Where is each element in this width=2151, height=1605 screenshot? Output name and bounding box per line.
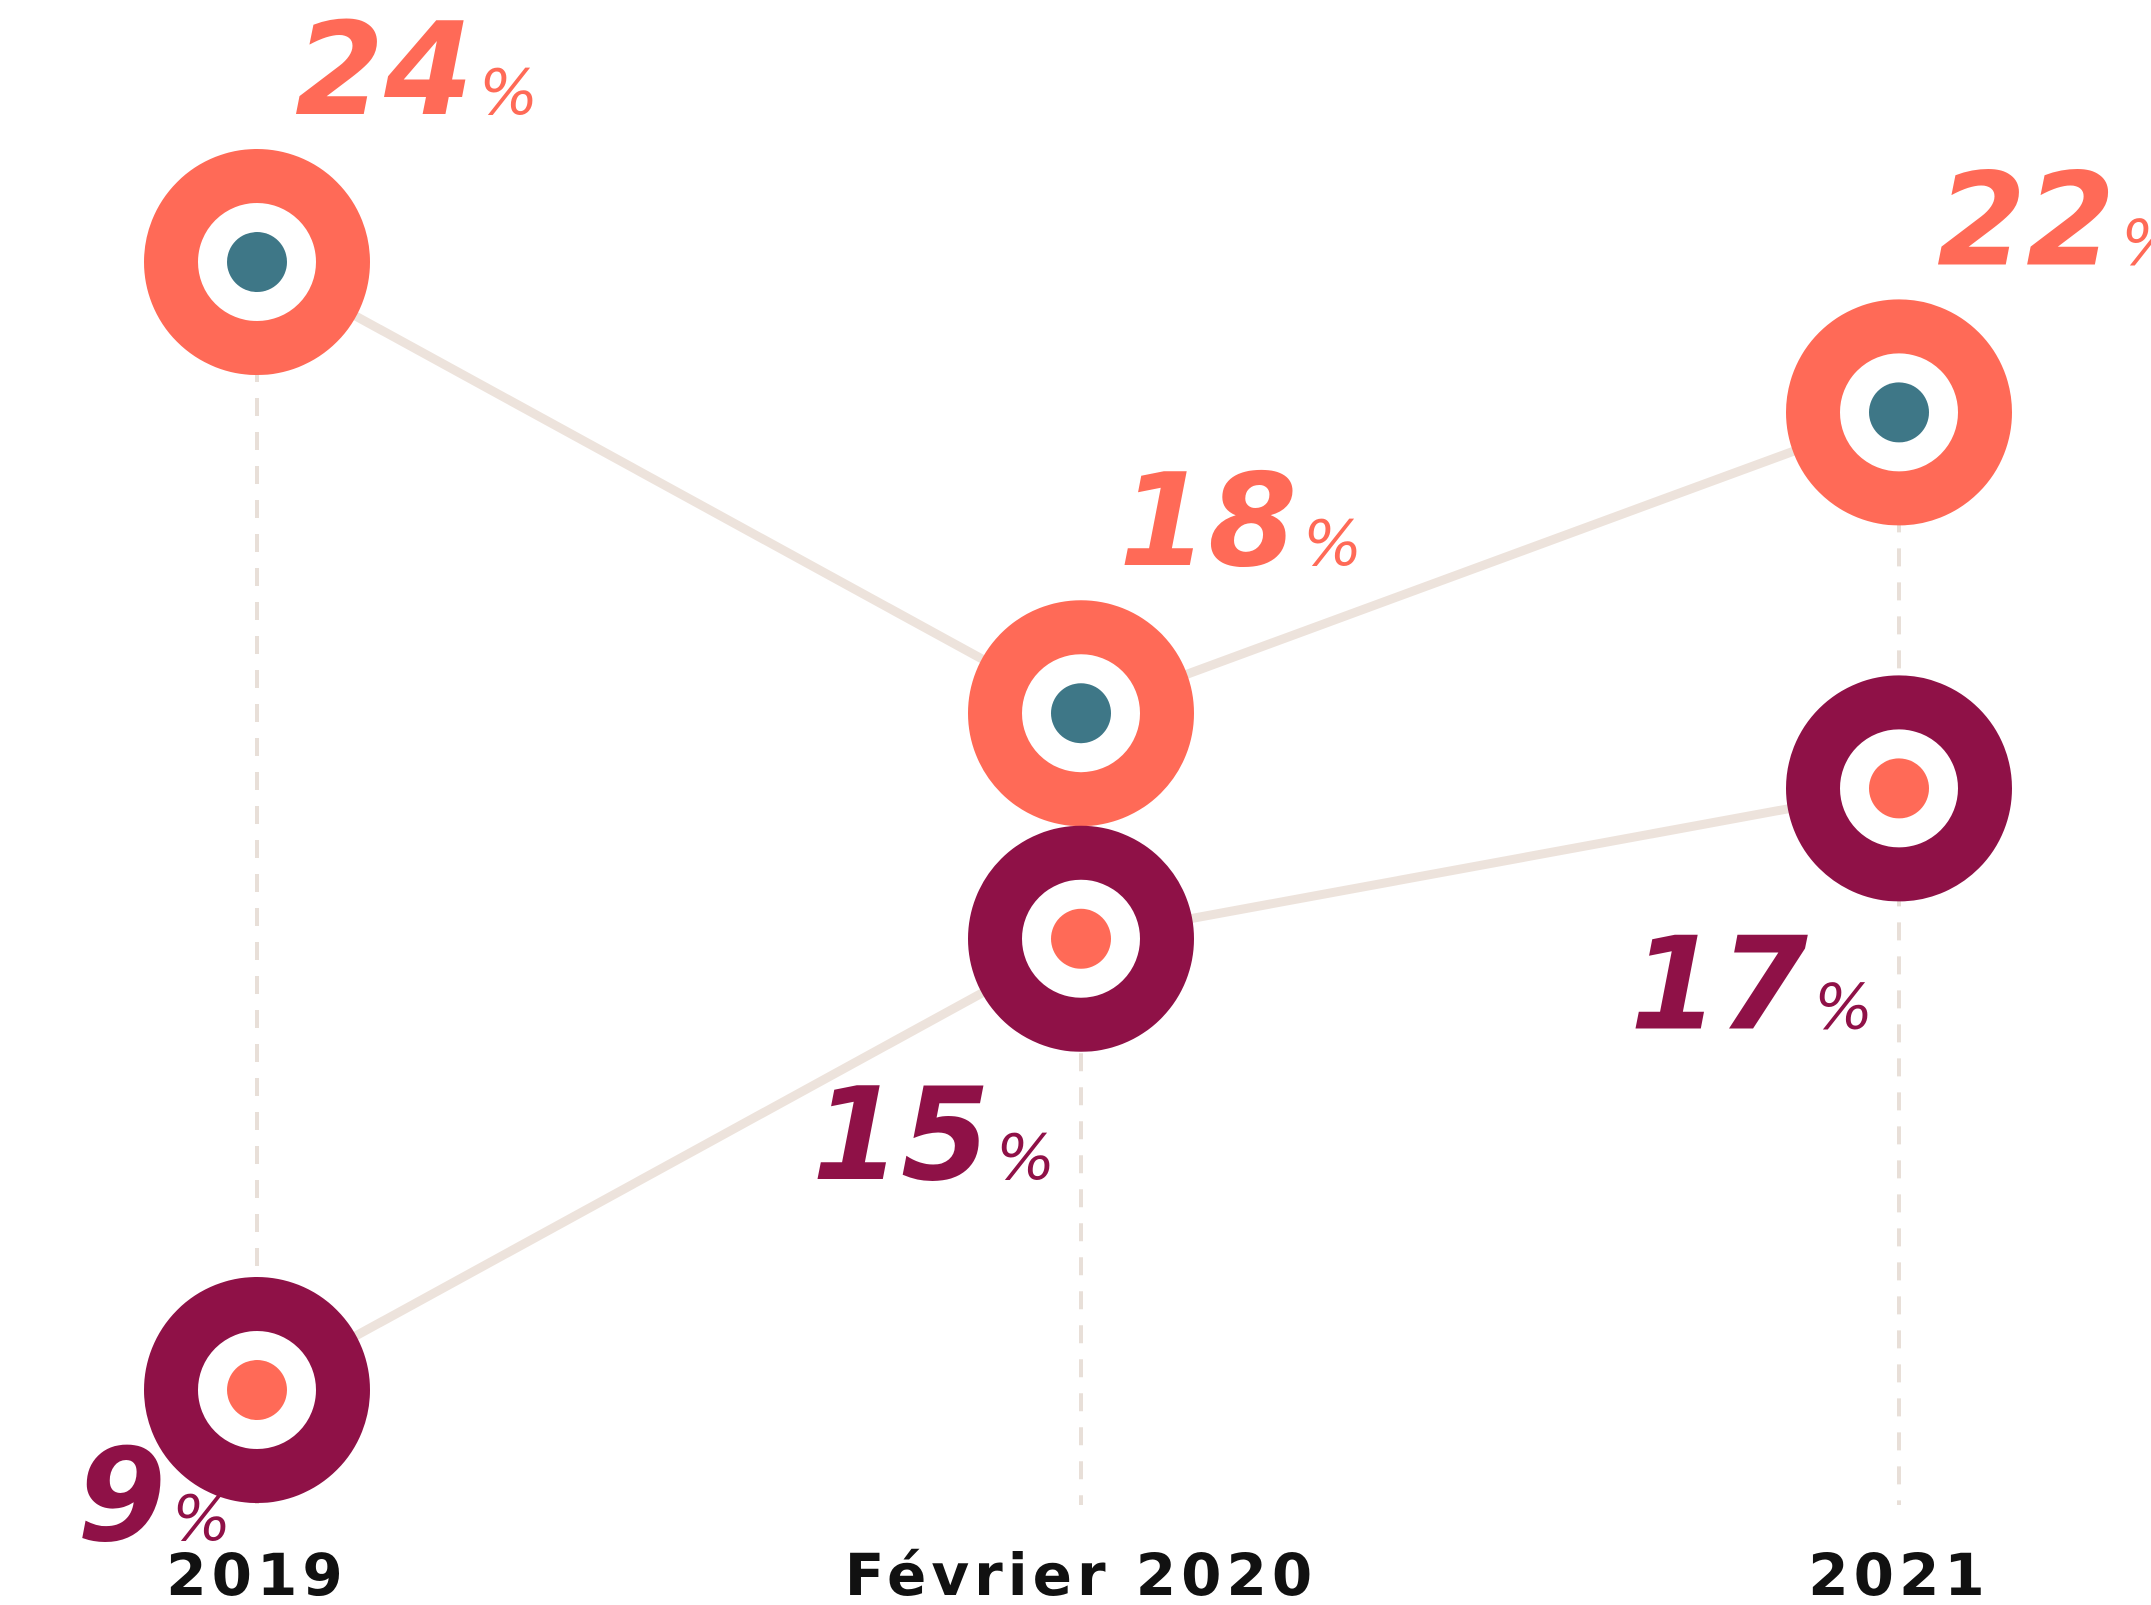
marker-dot xyxy=(227,1360,287,1420)
value-label: 15% xyxy=(812,1061,1055,1210)
marker-dot xyxy=(1051,908,1111,969)
value-label: 9% xyxy=(77,1422,231,1571)
value-label: 17% xyxy=(1630,910,1873,1059)
x-tick-label: 2019 xyxy=(166,1541,347,1605)
x-tick-label: Février 2020 xyxy=(845,1541,1317,1605)
marker-dot xyxy=(227,232,287,292)
x-tick-label: 2021 xyxy=(1808,1541,1989,1605)
point-marker xyxy=(144,149,370,375)
point-marker xyxy=(968,600,1194,827)
marker-dot xyxy=(1869,382,1929,443)
point-marker xyxy=(1786,675,2012,902)
value-label: 24% xyxy=(295,0,538,145)
marker-dot xyxy=(1869,758,1929,819)
marker-dot xyxy=(1051,683,1111,744)
markers xyxy=(144,149,2012,1503)
labels: 24% 18% 22% 9% 15% 17% xyxy=(77,0,2151,1571)
value-label: 18% xyxy=(1119,447,1362,596)
point-marker xyxy=(1786,299,2012,526)
point-marker xyxy=(968,825,1194,1052)
point-marker xyxy=(144,1277,370,1503)
value-label: 22% xyxy=(1937,146,2151,295)
